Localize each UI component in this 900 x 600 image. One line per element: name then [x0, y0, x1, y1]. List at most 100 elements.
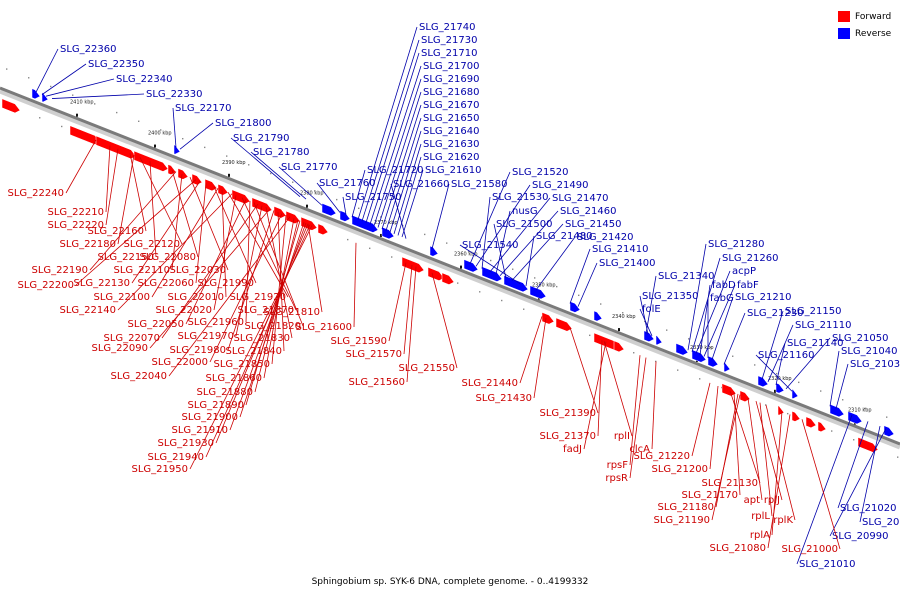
gene-label: SLG_21140: [787, 338, 843, 349]
gene-leader-line: [837, 421, 869, 509]
gene-label: SLG_21150: [785, 306, 841, 317]
gene-label: SLG_21020: [840, 503, 896, 514]
gene-leader-line: [533, 317, 547, 399]
kbp-tick-label: 2330 kbp: [690, 345, 714, 351]
gene-label: SLG_22060: [138, 278, 194, 289]
forward-gene-arrow: [300, 216, 318, 231]
gene-leader-line: [373, 78, 422, 227]
ruler-dot: [600, 303, 602, 305]
ruler-dot: [501, 299, 503, 302]
forward-gene-arrow: [217, 183, 229, 196]
gene-leader-line: [139, 157, 183, 245]
gene-leader-line: [209, 213, 283, 363]
gene-leader-line: [168, 216, 291, 377]
legend-forward: Forward: [838, 8, 891, 25]
ruler-dot: [336, 198, 338, 201]
forward-gene-arrow: [133, 150, 169, 172]
gene-label: SLG_22090: [92, 343, 148, 354]
gene-leader-line: [239, 222, 305, 418]
reverse-gene-arrow: [643, 330, 655, 342]
gene-label: SLG_21530: [492, 192, 548, 203]
gene-label: SLG_21630: [423, 139, 479, 150]
reverse-swatch: [838, 28, 850, 39]
gene-leader-line: [597, 340, 603, 437]
gene-leader-line: [525, 235, 535, 287]
ruler-dot: [424, 233, 426, 236]
kbp-tick-mark: [460, 265, 462, 269]
reverse-gene-arrow: [829, 403, 845, 418]
gene-label: SLG_21810: [264, 307, 320, 318]
forward-gene-arrow: [805, 416, 817, 429]
gene-leader-line: [709, 385, 719, 470]
gene-leader-line: [229, 222, 307, 431]
gene-label: SLG_22130: [74, 278, 130, 289]
gene-label: SLG_22350: [88, 59, 144, 70]
gene-label: SLG_21390: [540, 408, 596, 419]
forward-gene-arrow: [251, 197, 273, 213]
gene-label: SLG_22140: [60, 305, 116, 316]
gene-leader-line: [767, 414, 791, 549]
ruler-dot: [886, 416, 888, 418]
gene-leader-line: [353, 242, 357, 328]
gene-label: rpsF: [607, 460, 629, 471]
gene-label: SLG_21580: [451, 179, 507, 190]
gene-label: clcA: [629, 444, 650, 455]
ruler-dot: [160, 129, 162, 131]
gene-leader-line: [801, 419, 841, 550]
kbp-tick-label: 2340 kbp: [612, 314, 636, 320]
ruler-dot: [732, 355, 734, 357]
gene-label: SLG_21470: [552, 193, 608, 204]
gene-label: SLG_21160: [758, 350, 814, 361]
gene-label: SLG_21660: [393, 179, 449, 190]
legend-reverse-label: Reverse: [855, 28, 892, 39]
gene-label: SLG_21540: [462, 240, 518, 251]
ruler-dot: [204, 146, 206, 149]
reverse-gene-arrow: [593, 310, 603, 322]
gene-leader-line: [129, 153, 147, 232]
gene-leader-line: [307, 223, 323, 313]
ruler-dot: [776, 372, 778, 375]
forward-gene-arrow: [1, 98, 21, 114]
gene-leader-line: [45, 78, 115, 97]
gene-label: SLG_21490: [532, 180, 588, 191]
gene-label: SLG_21130: [702, 478, 758, 489]
gene-leader-line: [569, 248, 591, 304]
gene-leader-line: [271, 215, 287, 365]
gene-label: SLG_21980: [170, 345, 226, 356]
gene-leader-line: [796, 414, 853, 565]
gene-label: SLG_22070: [104, 333, 160, 344]
gene-label: SLG_21190: [654, 515, 710, 526]
gene-leader-line: [629, 355, 641, 466]
gene-leader-line: [388, 262, 407, 342]
gene-leader-line: [569, 327, 599, 414]
gene-leader-line: [715, 393, 739, 508]
reverse-gene-arrow: [339, 210, 351, 222]
gene-label: SLG_22170: [175, 103, 231, 114]
ruler-dot: [446, 242, 448, 244]
gene-leader-line: [131, 180, 201, 284]
gene-leader-line: [361, 39, 420, 222]
ruler-dot: [523, 308, 525, 310]
gene-label: SLG_21750: [345, 192, 401, 203]
gene-leader-line: [755, 400, 783, 501]
gene-label: acpP: [732, 266, 756, 277]
reverse-gene-arrow: [707, 355, 719, 368]
gene-label: SLG_21550: [399, 363, 455, 374]
ruler-dot: [61, 125, 63, 128]
ruler-dot: [633, 352, 635, 354]
gene-label: SLG_21760: [319, 178, 375, 189]
ruler-dot: [226, 155, 228, 157]
gene-leader-line: [117, 154, 135, 245]
reverse-gene-arrow: [321, 203, 337, 217]
gene-leader-line: [603, 340, 633, 437]
gene-leader-line: [151, 188, 219, 298]
gene-label: SLG_21480: [536, 231, 592, 242]
gene-leader-line: [351, 169, 366, 218]
gene-label: rplJ: [764, 495, 780, 506]
gene-leader-line: [639, 308, 653, 337]
reverse-gene-arrow: [723, 362, 731, 373]
ruler-dot: [479, 291, 481, 293]
gene-label: SLG_21340: [658, 271, 714, 282]
ruler-dot: [512, 268, 514, 270]
